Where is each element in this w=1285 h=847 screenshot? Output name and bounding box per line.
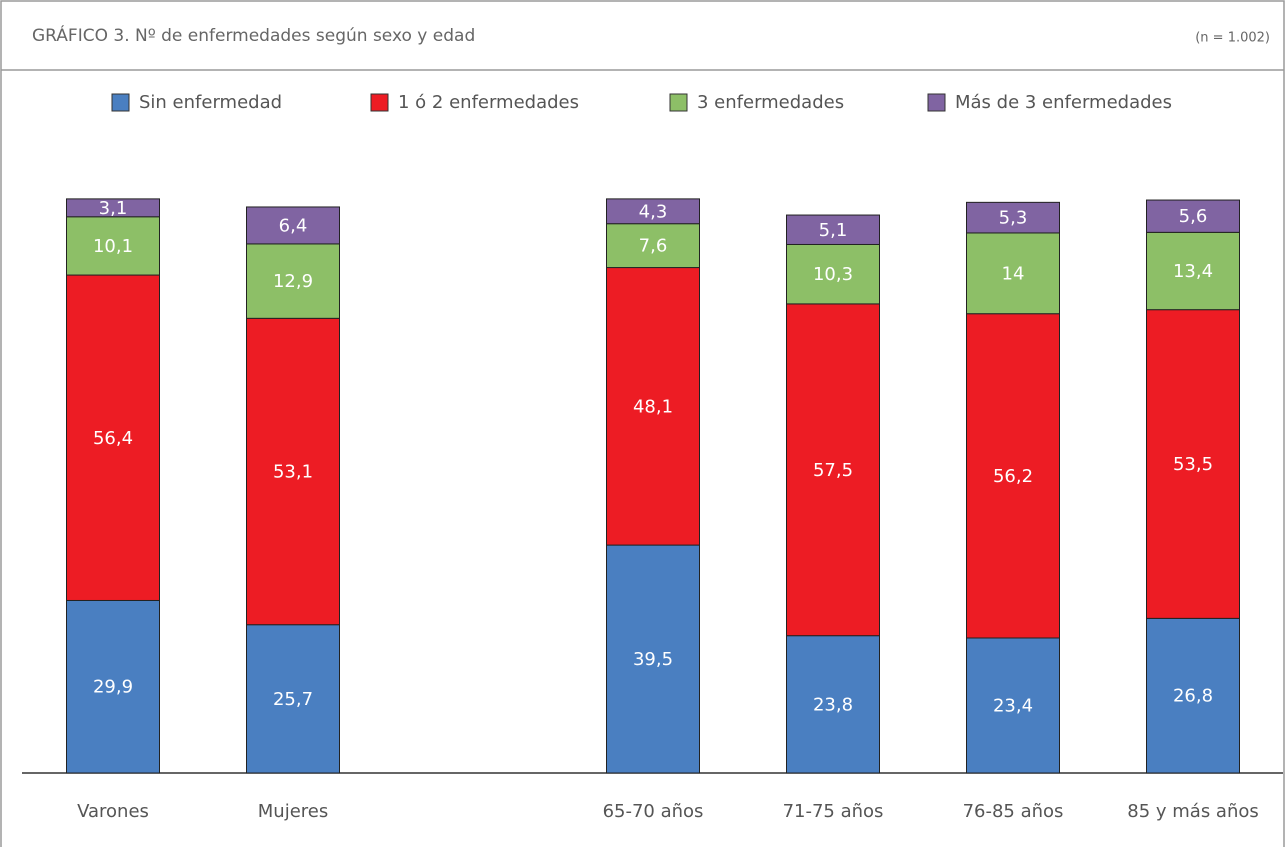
bar-segment xyxy=(606,267,700,546)
data-label: 12,9 xyxy=(273,271,313,292)
data-label: 6,4 xyxy=(279,215,308,236)
legend-label: 1 ó 2 enfermedades xyxy=(398,92,579,113)
bar-segment xyxy=(966,313,1060,639)
bar-segment xyxy=(606,544,700,774)
bar-segment xyxy=(966,637,1060,774)
data-label: 4,3 xyxy=(639,201,668,222)
bar-segment xyxy=(606,223,700,269)
data-label: 39,5 xyxy=(633,649,673,670)
legend-label: Sin enfermedad xyxy=(139,92,282,113)
legend-swatch xyxy=(370,93,389,112)
legend-label: Más de 3 enfermedades xyxy=(955,92,1172,113)
data-label: 29,9 xyxy=(93,677,133,698)
bar-segment xyxy=(66,198,160,218)
chart-title: GRÁFICO 3. Nº de enfermedades según sexo… xyxy=(32,24,475,46)
bar-segment xyxy=(1146,231,1240,311)
x-tick-label: 76-85 años xyxy=(963,801,1064,822)
data-label: 10,3 xyxy=(813,264,853,285)
data-label: 57,5 xyxy=(813,460,853,481)
data-label: 53,1 xyxy=(273,462,313,483)
bar-segment xyxy=(66,216,160,276)
bar-segment xyxy=(246,243,340,319)
bar-segment xyxy=(1146,199,1240,233)
data-label: 53,5 xyxy=(1173,454,1213,475)
data-label: 23,8 xyxy=(813,694,853,715)
legend-label: 3 enfermedades xyxy=(697,92,844,113)
legend-swatch xyxy=(927,93,946,112)
data-label: 13,4 xyxy=(1173,261,1213,282)
bar-segment xyxy=(246,317,340,626)
x-tick-label: 85 y más años xyxy=(1127,801,1259,822)
legend-swatch xyxy=(111,93,130,112)
bar-segment xyxy=(786,303,880,637)
bar-segment xyxy=(966,201,1060,234)
data-label: 5,6 xyxy=(1179,206,1208,227)
data-label: 5,3 xyxy=(999,208,1028,229)
data-label: 10,1 xyxy=(93,236,133,257)
bar-segment xyxy=(1146,309,1240,619)
bar-segment xyxy=(786,214,880,245)
data-label: 14 xyxy=(1002,263,1025,284)
data-label: 56,4 xyxy=(93,428,133,449)
data-label: 5,1 xyxy=(819,220,848,241)
data-label: 3,1 xyxy=(99,198,128,219)
x-tick-label: Mujeres xyxy=(258,801,328,822)
legend-swatch xyxy=(669,93,688,112)
x-tick-label: 65-70 años xyxy=(603,801,704,822)
bar-segment xyxy=(66,599,160,774)
bar-segment xyxy=(1146,617,1240,774)
data-label: 48,1 xyxy=(633,396,673,417)
data-label: 7,6 xyxy=(639,236,668,257)
chart-subtitle: (n = 1.002) xyxy=(1195,31,1270,46)
data-label: 26,8 xyxy=(1173,686,1213,707)
bar-segment xyxy=(786,635,880,774)
x-tick-label: Varones xyxy=(77,801,149,822)
data-label: 23,4 xyxy=(993,695,1033,716)
bar-segment xyxy=(606,198,700,225)
bar-segment xyxy=(246,206,340,245)
data-label: 56,2 xyxy=(993,466,1033,487)
bar-segment xyxy=(786,243,880,305)
data-label: 25,7 xyxy=(273,689,313,710)
x-tick-label: 71-75 años xyxy=(783,801,884,822)
